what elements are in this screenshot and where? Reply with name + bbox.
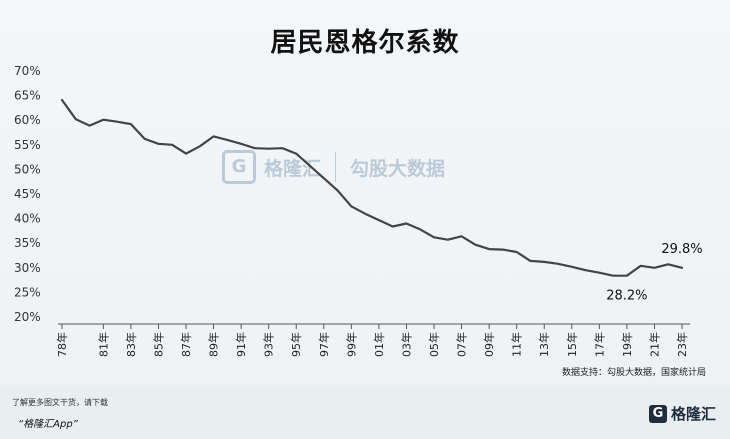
x-tick-label: 21年	[647, 332, 661, 357]
x-tick-label: 17年	[592, 332, 606, 357]
x-tick-label: 03年	[399, 332, 413, 357]
y-tick-label: 60%	[14, 113, 41, 127]
x-tick-label: 91年	[234, 332, 248, 357]
footer-note: 了解更多图文干货，请下载	[12, 398, 108, 407]
y-tick-label: 35%	[14, 236, 41, 250]
y-tick-label: 20%	[14, 310, 41, 324]
x-tick-label: 19年	[620, 332, 634, 357]
x-tick-label: 13年	[537, 332, 551, 357]
data-source: 数据支持：勾股大数据，国家统计局	[561, 368, 706, 378]
x-tick-label: 05年	[427, 332, 441, 357]
x-tick-label: 95年	[289, 332, 303, 357]
footer-app-name: “格隆汇App”	[18, 419, 78, 430]
y-tick-label: 70%	[14, 64, 41, 78]
brand-name: 格隆汇	[670, 405, 716, 423]
chart-title: 居民恩格尔系数	[270, 28, 460, 58]
x-tick-label: 97年	[317, 332, 331, 357]
y-tick-label: 40%	[14, 212, 41, 226]
y-tick-label: 65%	[14, 89, 41, 103]
watermark-divider	[335, 152, 337, 182]
x-tick-label: 93年	[262, 332, 276, 357]
brand-g-icon: G	[648, 404, 667, 423]
x-tick-label: 83年	[124, 332, 138, 357]
x-tick-label: 78年	[55, 332, 69, 357]
x-tick-label: 11年	[510, 332, 524, 357]
chart-panel	[0, 0, 730, 385]
x-tick-label: 89年	[207, 332, 221, 357]
watermark-logo-icon: G	[222, 150, 256, 184]
y-tick-label: 55%	[14, 138, 41, 152]
data-label: 28.2%	[606, 289, 647, 304]
line-chart: 20% 25% 30% 35% 40% 45% 50% 55% 60% 65% 70% 78年 81年 8…	[14, 64, 703, 357]
x-tick-label: 23年	[675, 332, 689, 357]
y-tick-label: 30%	[14, 261, 41, 275]
x-tick-label: 87年	[179, 332, 193, 357]
series-line	[60, 98, 684, 277]
x-tick-label: 81年	[96, 332, 110, 357]
x-tick-label: 15年	[565, 332, 579, 357]
y-tick-label: 50%	[14, 162, 41, 176]
x-tick-label: 09年	[482, 332, 496, 357]
x-tick-label: 07年	[455, 332, 469, 357]
brand-logo: G 格隆汇	[648, 403, 716, 424]
x-tick-label: 85年	[151, 332, 165, 357]
x-tick-label: 01年	[372, 332, 386, 357]
watermark-text: 勾股大数据	[350, 157, 446, 180]
y-tick-label: 25%	[14, 285, 41, 299]
data-label: 29.8%	[661, 242, 702, 257]
y-tick-label: 45%	[14, 187, 41, 201]
x-tick-label: 99年	[344, 332, 358, 357]
